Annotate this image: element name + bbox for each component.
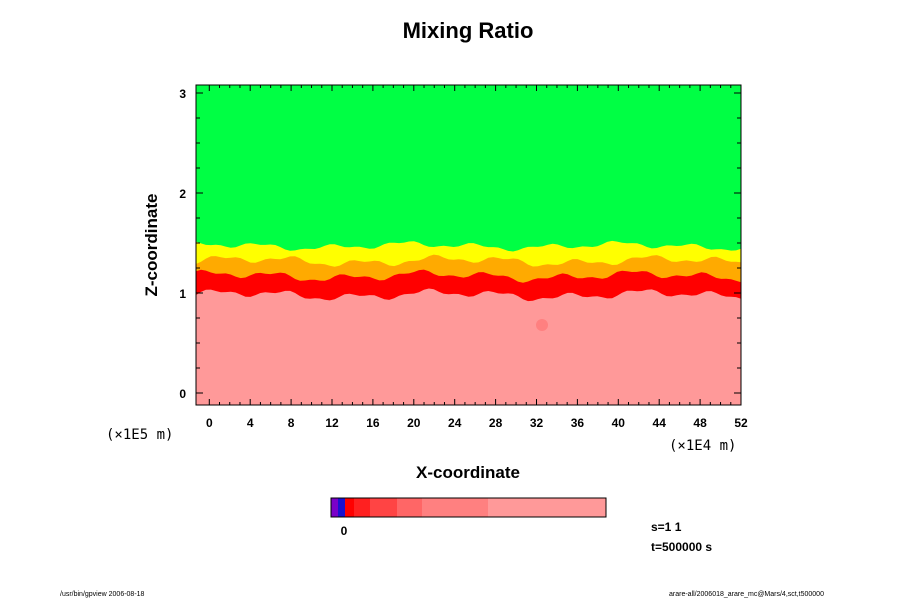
colorbar-label: 0 bbox=[341, 524, 348, 538]
colorbar-frame bbox=[330, 497, 607, 518]
colorbar-segment bbox=[354, 498, 370, 517]
colorbar-segment bbox=[345, 498, 354, 517]
x-tick-label: 8 bbox=[288, 416, 295, 430]
colorbar bbox=[331, 498, 606, 517]
colorbar-segment bbox=[422, 498, 488, 517]
x-tick-label: 48 bbox=[693, 416, 707, 430]
x-tick-label: 40 bbox=[612, 416, 626, 430]
y-axis-label: Z-coordinate bbox=[142, 194, 161, 297]
x-tick-label: 28 bbox=[489, 416, 503, 430]
y-tick-label: 2 bbox=[179, 187, 186, 201]
x-tick-label: 16 bbox=[366, 416, 380, 430]
x-tick-label: 44 bbox=[653, 416, 667, 430]
x-axis-ticks: 0 4 8 12 16 20 24 28 32 36 40 44 48 52 bbox=[206, 85, 748, 430]
colorbar-segment bbox=[488, 498, 606, 517]
green-band bbox=[196, 85, 741, 252]
t-label: t=500000 s bbox=[651, 540, 712, 554]
chart-title: Mixing Ratio bbox=[403, 18, 534, 43]
x-unit-label: (×1E4 m) bbox=[669, 438, 736, 454]
x-axis-label: X-coordinate bbox=[416, 463, 520, 482]
y-tick-label: 1 bbox=[179, 287, 186, 301]
x-tick-label: 36 bbox=[571, 416, 585, 430]
x-tick-label: 0 bbox=[206, 416, 213, 430]
colorbar-segment bbox=[331, 498, 338, 517]
colorbar-segment bbox=[338, 498, 345, 517]
s-label: s=1 1 bbox=[651, 520, 682, 534]
x-tick-label: 4 bbox=[247, 416, 254, 430]
z-unit-label: (×1E5 m) bbox=[106, 427, 173, 443]
plot-frame bbox=[195, 84, 742, 406]
y-tick-label: 0 bbox=[179, 387, 186, 401]
footer-left: /usr/bin/gpview 2006-08-18 bbox=[60, 591, 145, 598]
x-tick-label: 24 bbox=[448, 416, 462, 430]
x-tick-label: 12 bbox=[325, 416, 339, 430]
y-axis-ticks: 0 1 2 3 bbox=[179, 87, 741, 401]
y-tick-label: 3 bbox=[179, 87, 186, 101]
colorbar-segment bbox=[397, 498, 422, 517]
plot-area bbox=[196, 85, 741, 405]
x-tick-label: 20 bbox=[407, 416, 421, 430]
footer-right: arare-all/2006018_arare_mc@Mars/4,sct,t5… bbox=[669, 591, 824, 598]
x-tick-label: 32 bbox=[530, 416, 544, 430]
x-tick-label: 52 bbox=[734, 416, 748, 430]
blob bbox=[536, 319, 548, 331]
colorbar-segment bbox=[370, 498, 397, 517]
